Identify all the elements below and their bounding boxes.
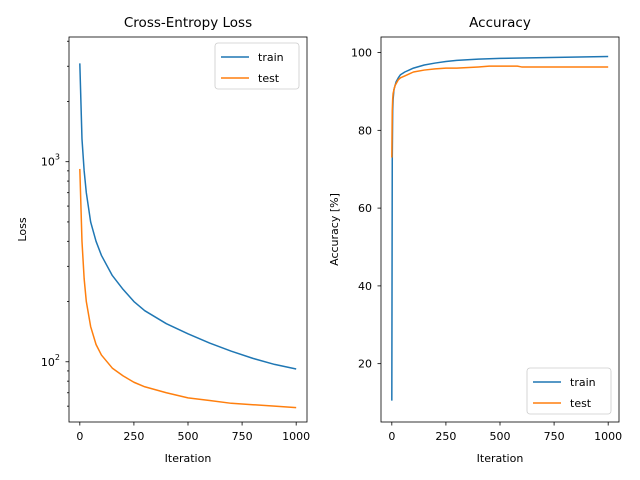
chart2-xtick-label: 250 [435, 430, 456, 443]
chart2-xtick-label: 750 [544, 430, 565, 443]
chart1-legend-box [214, 42, 300, 90]
chart1-ytick-exp: 3 [55, 153, 60, 162]
chart1-ytick-exp: 2 [55, 353, 60, 362]
chart1-ytick-label: 102 [41, 353, 60, 369]
chart1-series-test [79, 168, 297, 409]
chart2-ylabel: Accuracy [%] [328, 193, 341, 266]
chart2-series-test [391, 65, 609, 158]
chart1-ytick-base: 10 [41, 356, 55, 369]
chart2-legend-box [526, 367, 612, 415]
chart2-ytick-label: 100 [351, 47, 372, 60]
chart1-ytick-label: 103 [41, 153, 60, 169]
chart1-xtick-label: 1000 [282, 430, 310, 443]
chart2-plot-area [391, 55, 609, 401]
chart2-series-train [391, 55, 609, 401]
chart2-xtick-label: 0 [388, 430, 395, 443]
chart2-frame [380, 36, 620, 423]
chart1-xtick-label: 500 [178, 430, 199, 443]
chart1-plot-area [79, 63, 297, 409]
chart2-title: Accuracy [469, 15, 531, 31]
chart2-legend: train test [526, 367, 612, 415]
chart2-ytick-label: 40 [358, 280, 372, 293]
chart2-ytick-label: 80 [358, 124, 372, 137]
chart1-xlabel: Iteration [165, 452, 212, 465]
chart2-xtick-label: 500 [490, 430, 511, 443]
chart1-legend-label-train: train [258, 51, 284, 64]
chart2-legend-label-train: train [570, 376, 596, 389]
chart2-axes: Accuracy 0 250 500 750 1000 20 40 60 80 100 Iterati… [328, 15, 622, 465]
chart2-xtick-label: 1000 [594, 430, 622, 443]
chart1-title: Cross-Entropy Loss [124, 15, 252, 31]
chart1-xtick-label: 250 [123, 430, 144, 443]
chart1-ytick-base: 10 [41, 156, 55, 169]
chart1-legend-label-test: test [258, 72, 280, 85]
chart2-ytick-label: 20 [358, 358, 372, 371]
chart2-xlabel: Iteration [477, 452, 524, 465]
chart1-xtick-label: 750 [232, 430, 253, 443]
chart1-series-train [79, 63, 297, 370]
chart1-xtick-label: 0 [76, 430, 83, 443]
chart2-ytick-label: 60 [358, 202, 372, 215]
chart1-legend: train test [214, 42, 300, 90]
chart2-legend-label-test: test [570, 397, 592, 410]
chart1-ylabel: Loss [16, 217, 29, 241]
